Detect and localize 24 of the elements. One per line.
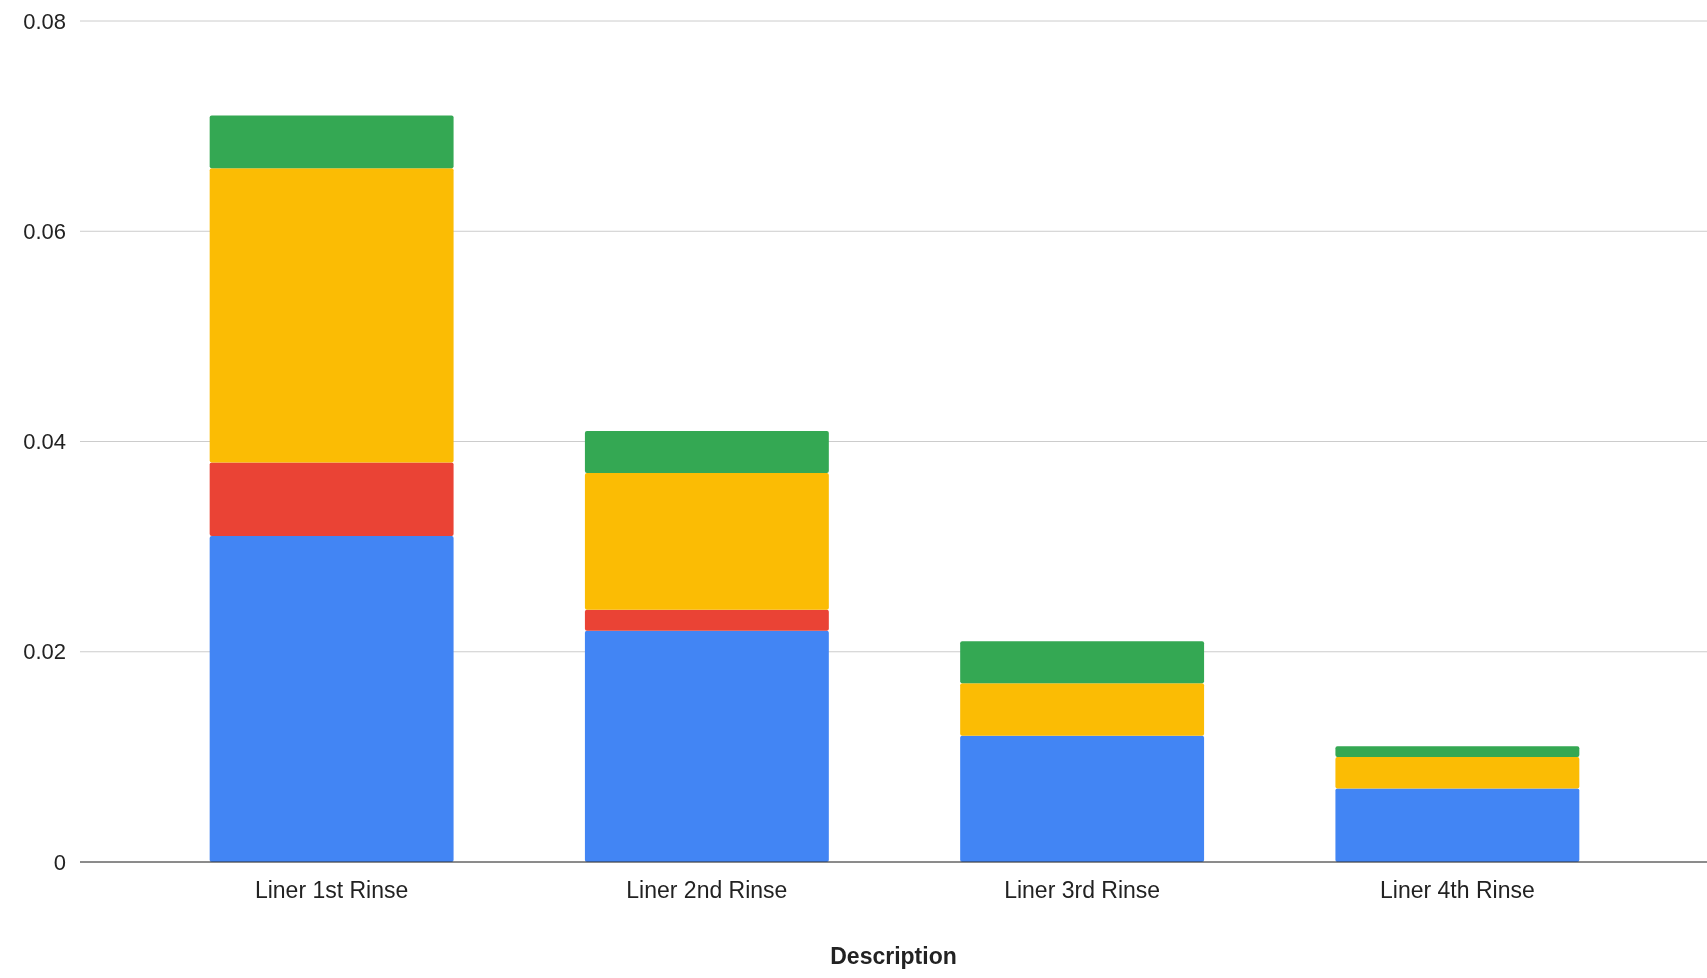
x-tick-label: Liner 3rd Rinse (1004, 877, 1161, 903)
bar (1335, 756, 1580, 789)
bar (584, 473, 829, 610)
y-tick-label: 0.08 (23, 8, 66, 34)
x-tick-label: Liner 4th Rinse (1380, 877, 1535, 903)
x-tick-label: Liner 2nd Rinse (626, 877, 788, 903)
bar (209, 115, 454, 169)
bar (1335, 746, 1580, 757)
bar (584, 630, 829, 862)
bar (584, 609, 829, 631)
y-tick-label: 0.04 (23, 429, 66, 455)
bar (960, 683, 1205, 736)
bar (1335, 788, 1580, 862)
y-tick-label: 0.02 (23, 639, 66, 665)
bar (209, 168, 454, 463)
y-tick-label: 0.06 (23, 218, 66, 244)
bar (209, 462, 454, 537)
bar (584, 430, 829, 474)
bar (209, 536, 454, 862)
x-tick-label: Liner 1st Rinse (254, 877, 409, 903)
bar (960, 735, 1205, 862)
y-tick-label: 0 (53, 849, 66, 875)
x-axis-title: Description (830, 943, 957, 969)
bar (960, 641, 1205, 684)
